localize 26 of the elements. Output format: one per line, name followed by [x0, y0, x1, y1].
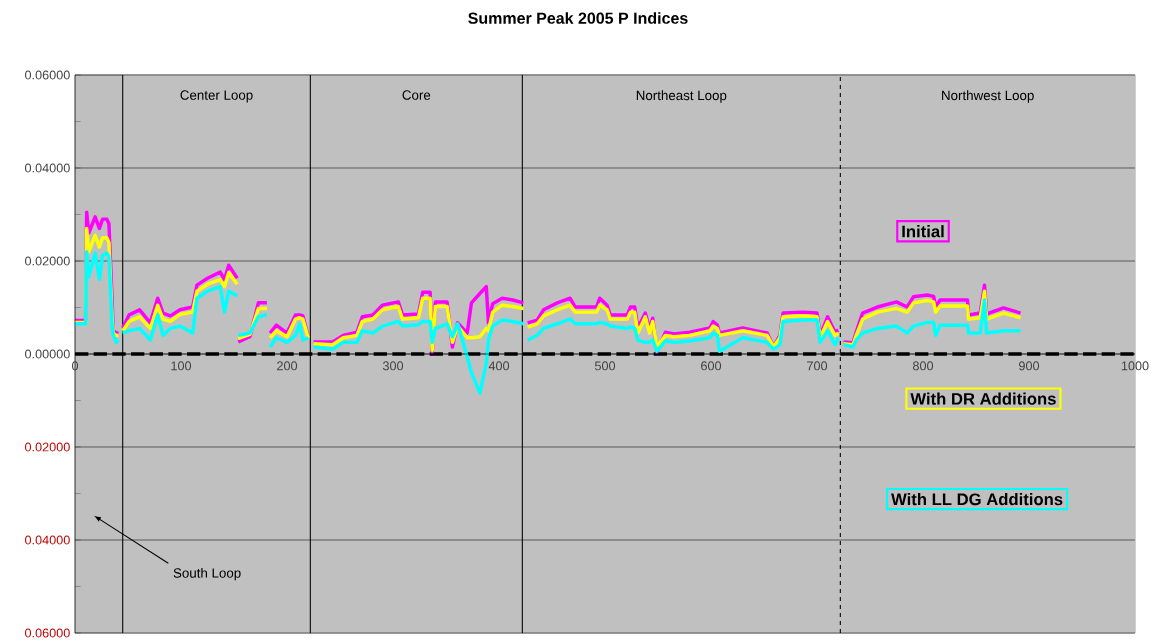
- text: With DR Additions: [910, 392, 1056, 405]
- x-tick-label: 1000: [1121, 361, 1149, 371]
- y-tick-label: 0.00000: [25, 349, 70, 359]
- x-tick-label: 900: [1019, 361, 1040, 371]
- x-tick-label: 800: [912, 361, 934, 371]
- chart-title: Summer Peak 2005 P Indices: [468, 12, 688, 24]
- text: With LL DG Additions: [891, 492, 1063, 506]
- text: Initial: [902, 225, 944, 238]
- band-label: Northeast Loop: [636, 90, 727, 103]
- x-tick-label: 300: [382, 361, 404, 371]
- y-tick-label: 0.04000: [25, 163, 70, 173]
- y-tick-label: 0.06000: [25, 628, 70, 638]
- x-tick-label: 100: [171, 361, 192, 371]
- annotation: South Loop: [173, 567, 241, 581]
- y-tick-label: 0.02000: [25, 256, 70, 266]
- x-tick-label: 700: [807, 361, 828, 371]
- band-label: Core: [402, 90, 431, 100]
- band-label: Center Loop: [180, 90, 253, 103]
- y-tick-label: 0.04000: [25, 535, 70, 545]
- y-tick-label: 0.02000: [25, 442, 70, 452]
- x-tick-label: 600: [701, 361, 722, 371]
- x-tick-label: 500: [594, 361, 616, 371]
- band-label: Northwest Loop: [942, 90, 1034, 103]
- x-tick-label: 400: [488, 361, 510, 371]
- x-tick-label: 200: [277, 361, 298, 371]
- y-tick-label: 0.06000: [25, 70, 70, 80]
